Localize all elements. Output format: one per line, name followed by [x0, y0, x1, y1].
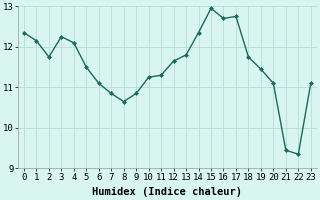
- X-axis label: Humidex (Indice chaleur): Humidex (Indice chaleur): [92, 187, 242, 197]
